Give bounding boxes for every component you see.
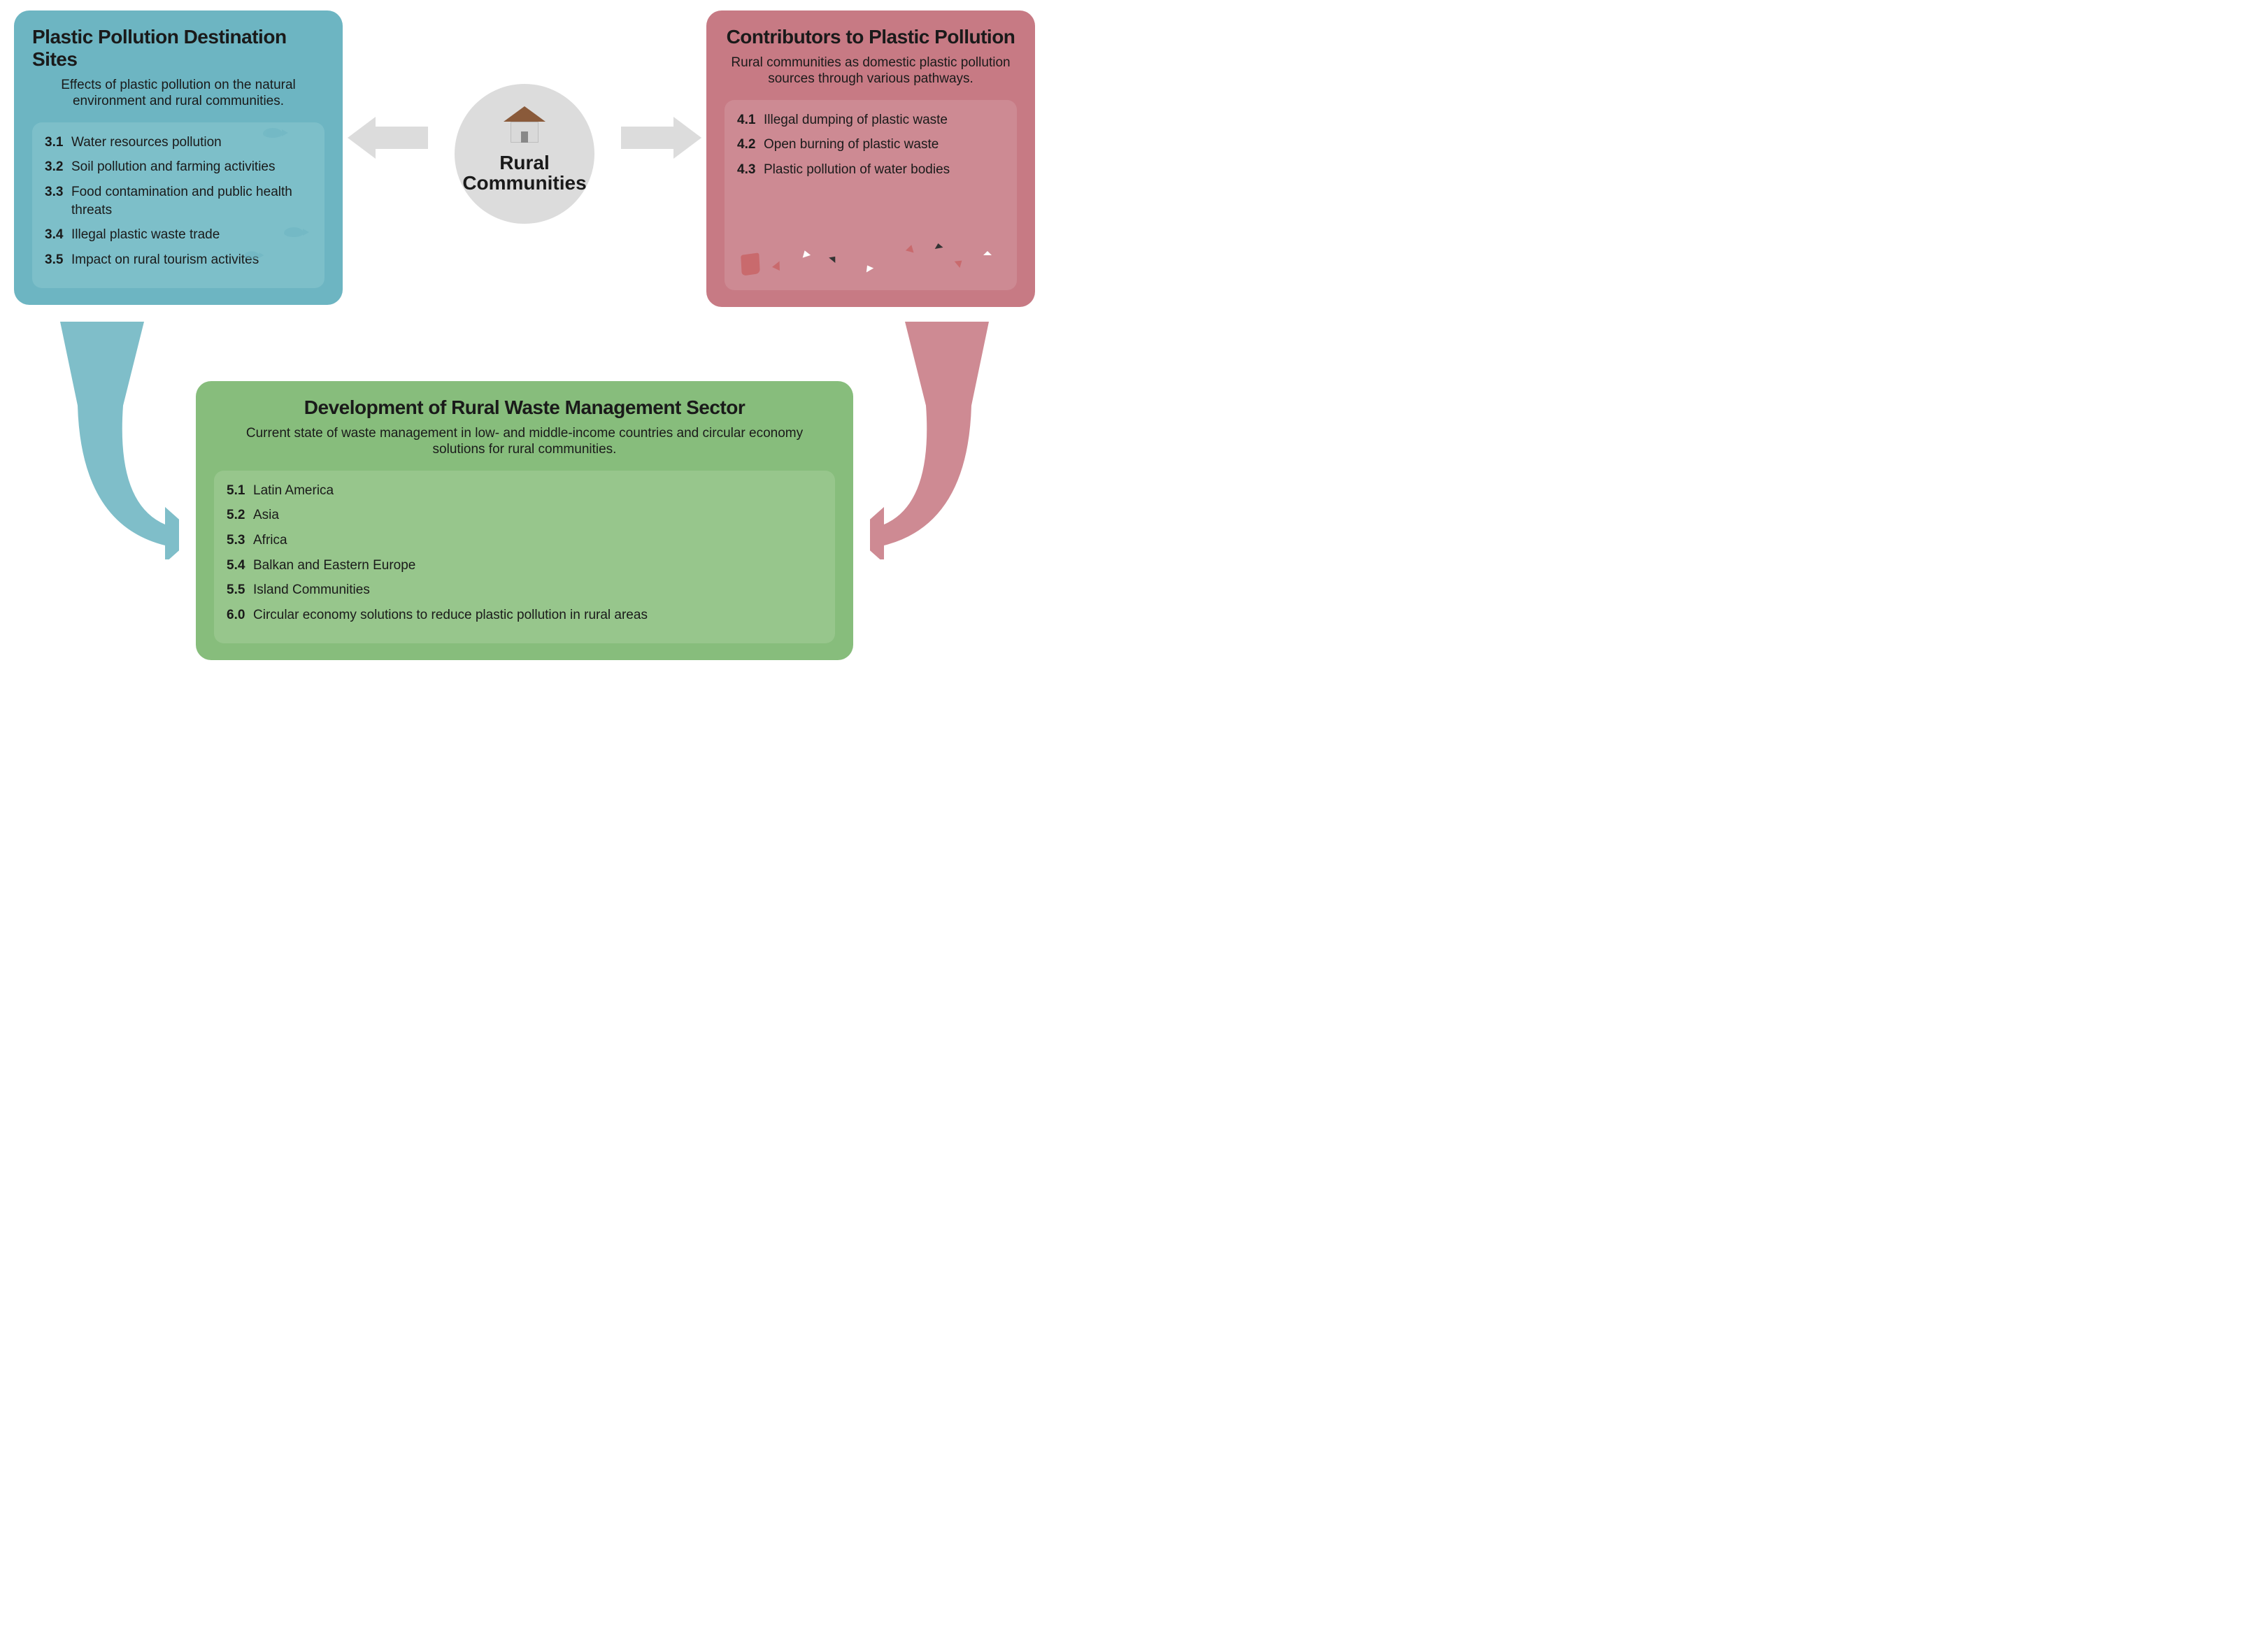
item-number: 5.1 bbox=[227, 482, 253, 500]
fish-icon bbox=[263, 128, 283, 138]
red-subtitle: Rural communities as domestic plastic po… bbox=[725, 55, 1017, 87]
list-item: 5.3Africa bbox=[227, 531, 822, 550]
list-item: 5.4Balkan and Eastern Europe bbox=[227, 557, 822, 575]
list-item: 3.4Illegal plastic waste trade bbox=[45, 226, 312, 244]
cup-icon bbox=[741, 252, 760, 276]
connector-blue-to-green bbox=[39, 322, 179, 559]
house-icon bbox=[509, 109, 540, 140]
item-text: Illegal plastic waste trade bbox=[71, 226, 312, 244]
list-item: 3.5Impact on rural tourism activites bbox=[45, 251, 312, 269]
list-item: 4.2Open burning of plastic waste bbox=[737, 136, 1004, 154]
item-text: Island Communities bbox=[253, 581, 822, 599]
box-waste-management: Development of Rural Waste Management Se… bbox=[196, 381, 853, 660]
item-number: 5.5 bbox=[227, 581, 253, 599]
blue-subtitle: Effects of plastic pollution on the natu… bbox=[32, 78, 324, 110]
item-number: 3.1 bbox=[45, 134, 71, 152]
blue-inner: 3.1Water resources pollution3.2Soil poll… bbox=[32, 122, 324, 289]
item-text: Asia bbox=[253, 506, 822, 524]
box-contributors: Contributors to Plastic Pollution Rural … bbox=[706, 10, 1035, 307]
item-text: Impact on rural tourism activites bbox=[71, 251, 312, 269]
item-text: Latin America bbox=[253, 482, 822, 500]
green-inner: 5.1Latin America5.2Asia5.3Africa5.4Balka… bbox=[214, 471, 835, 644]
box-destination-sites: Plastic Pollution Destination Sites Effe… bbox=[14, 10, 343, 305]
connector-red-to-green bbox=[870, 322, 1010, 559]
debris-icon bbox=[983, 251, 992, 255]
item-text: Soil pollution and farming activities bbox=[71, 158, 312, 176]
item-number: 3.2 bbox=[45, 158, 71, 176]
blue-title: Plastic Pollution Destination Sites bbox=[32, 26, 324, 71]
center-circle: Rural Communities bbox=[455, 84, 594, 224]
item-number: 5.2 bbox=[227, 506, 253, 524]
red-inner: 4.1Illegal dumping of plastic waste4.2Op… bbox=[725, 100, 1017, 290]
list-item: 6.0Circular economy solutions to reduce … bbox=[227, 606, 822, 624]
item-number: 4.1 bbox=[737, 111, 764, 129]
debris-icon bbox=[864, 263, 873, 272]
item-number: 4.2 bbox=[737, 136, 764, 154]
item-text: Circular economy solutions to reduce pla… bbox=[253, 606, 822, 624]
center-label: Rural Communities bbox=[462, 152, 586, 194]
list-item: 5.2Asia bbox=[227, 506, 822, 524]
list-item: 4.1Illegal dumping of plastic waste bbox=[737, 111, 1004, 129]
debris-icon bbox=[955, 257, 965, 268]
fish-icon bbox=[284, 227, 304, 237]
item-text: Illegal dumping of plastic waste bbox=[764, 111, 1004, 129]
item-text: Africa bbox=[253, 531, 822, 550]
arrow-right-icon bbox=[621, 117, 701, 159]
item-number: 5.3 bbox=[227, 531, 253, 550]
item-number: 3.3 bbox=[45, 183, 71, 219]
list-item: 5.5Island Communities bbox=[227, 581, 822, 599]
green-subtitle: Current state of waste management in low… bbox=[214, 426, 835, 458]
item-text: Food contamination and public health thr… bbox=[71, 183, 312, 219]
debris-icon bbox=[829, 254, 839, 263]
item-number: 5.4 bbox=[227, 557, 253, 575]
center-label-line1: Rural bbox=[499, 152, 550, 173]
list-item: 4.3Plastic pollution of water bodies bbox=[737, 161, 1004, 179]
red-title: Contributors to Plastic Pollution bbox=[725, 26, 1017, 48]
item-text: Open burning of plastic waste bbox=[764, 136, 1004, 154]
arrow-left-icon bbox=[348, 117, 428, 159]
list-item: 5.1Latin America bbox=[227, 482, 822, 500]
item-text: Balkan and Eastern Europe bbox=[253, 557, 822, 575]
item-number: 6.0 bbox=[227, 606, 253, 624]
item-number: 3.5 bbox=[45, 251, 71, 269]
item-number: 3.4 bbox=[45, 226, 71, 244]
list-item: 3.2Soil pollution and farming activities bbox=[45, 158, 312, 176]
debris-icon bbox=[934, 243, 943, 249]
item-number: 4.3 bbox=[737, 161, 764, 179]
list-item: 3.3Food contamination and public health … bbox=[45, 183, 312, 219]
center-hub: Rural Communities bbox=[420, 66, 629, 262]
item-text: Plastic pollution of water bodies bbox=[764, 161, 1004, 179]
debris-icon bbox=[801, 249, 811, 257]
debris-icon bbox=[772, 259, 783, 271]
green-title: Development of Rural Waste Management Se… bbox=[214, 396, 835, 419]
center-label-line2: Communities bbox=[462, 172, 586, 194]
debris-icon bbox=[906, 243, 915, 252]
